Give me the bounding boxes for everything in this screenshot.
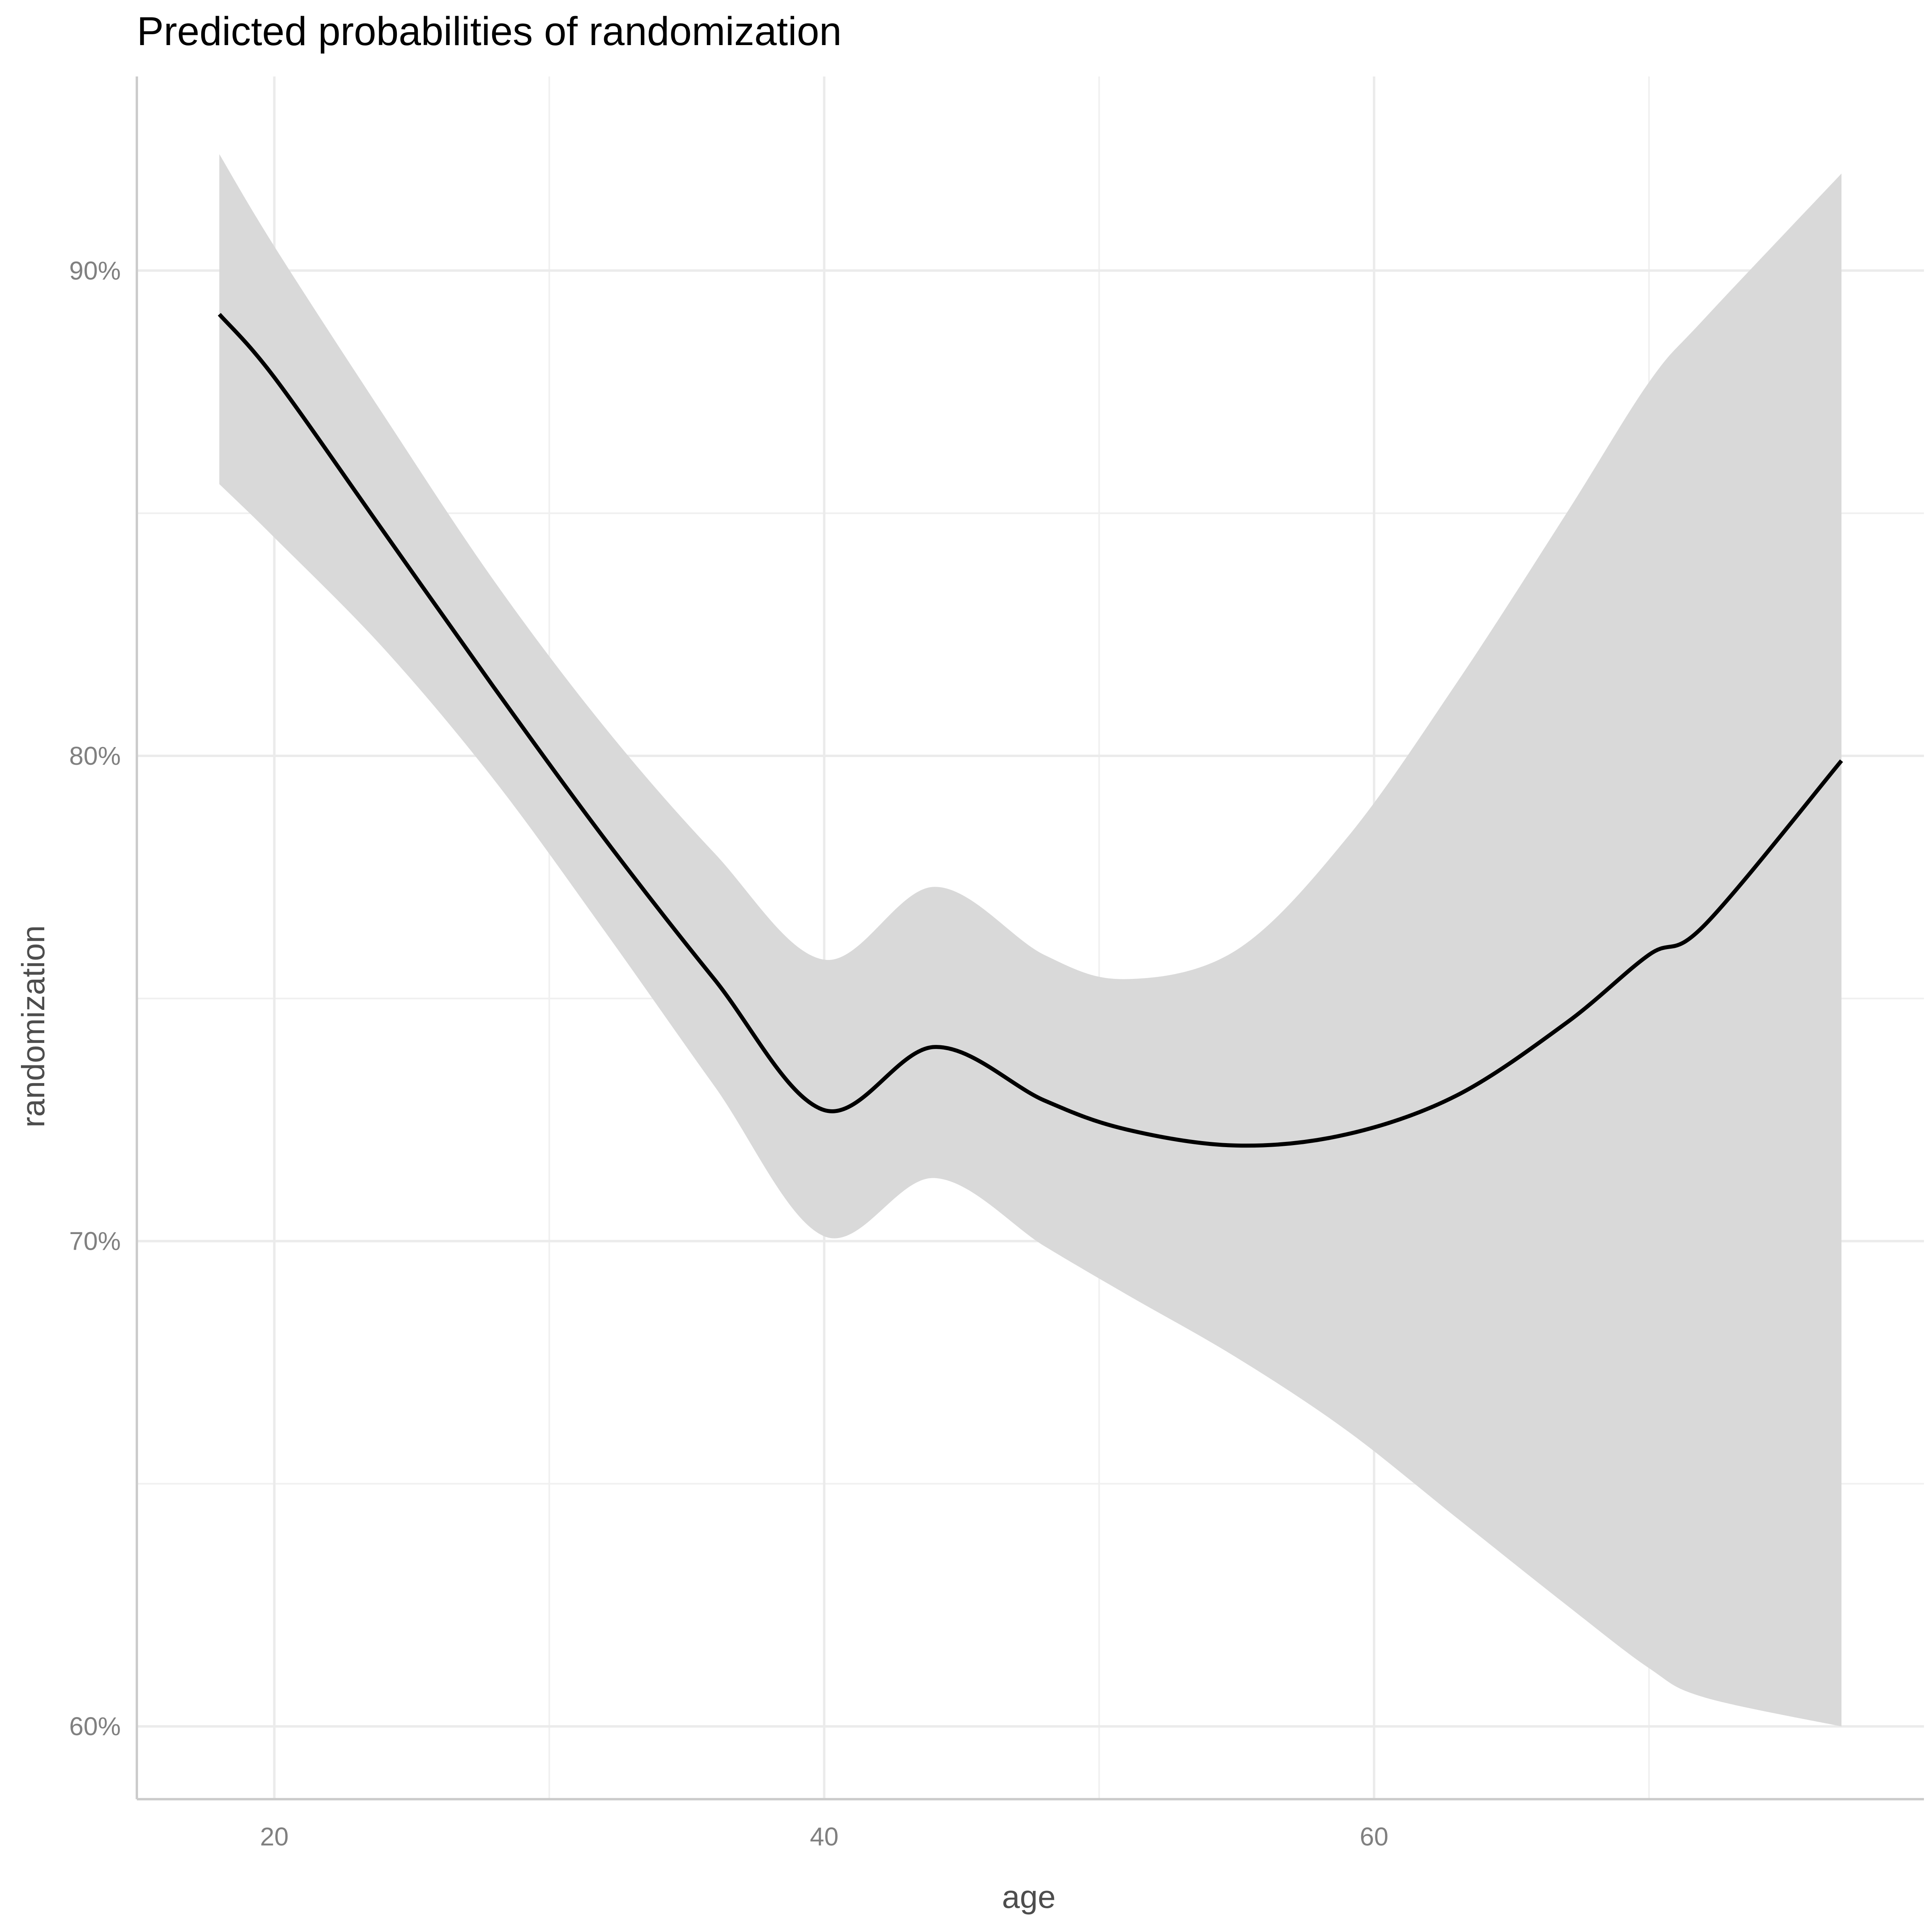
ribbon-layer <box>219 154 1842 1727</box>
axis-layer <box>136 76 1924 1800</box>
x-axis-title: age <box>1002 1879 1055 1915</box>
y-tick-label: 80% <box>69 741 121 770</box>
y-axis-title: randomization <box>15 925 51 1128</box>
confidence-ribbon <box>219 154 1842 1727</box>
x-tick-label: 20 <box>260 1822 289 1851</box>
y-tick-label: 70% <box>69 1227 121 1256</box>
y-tick-label: 90% <box>69 256 121 285</box>
chart-title: Predicted probabilities of randomization <box>137 9 842 54</box>
tick-layer: 20 40 60 60% 70% 80% 90% <box>69 256 1389 1851</box>
x-tick-label: 40 <box>810 1822 838 1851</box>
prediction-line <box>218 313 1843 1148</box>
x-tick-label: 60 <box>1360 1822 1388 1851</box>
line-layer <box>218 313 1843 1148</box>
y-tick-label: 60% <box>69 1712 121 1741</box>
